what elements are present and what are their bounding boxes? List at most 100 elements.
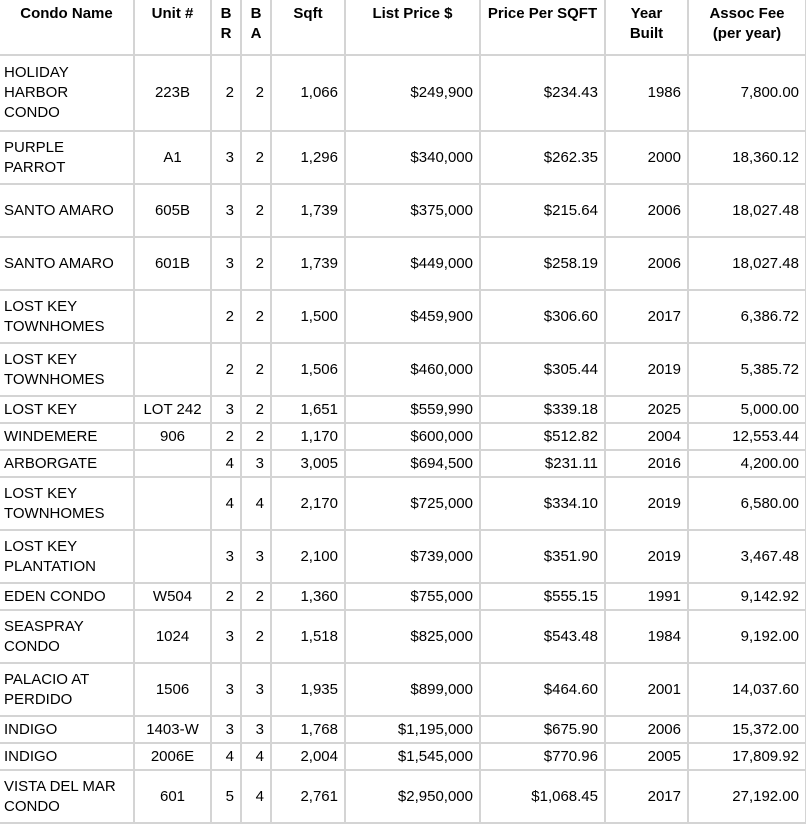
cell-year_built[interactable]: 2019 xyxy=(604,342,689,397)
cell-unit[interactable] xyxy=(133,476,212,531)
cell-br[interactable]: 3 xyxy=(210,609,242,664)
cell-br[interactable]: 3 xyxy=(210,183,242,238)
cell-name[interactable]: INDIGO xyxy=(0,742,135,771)
cell-sqft[interactable]: 1,768 xyxy=(270,715,346,744)
cell-list_price[interactable]: $249,900 xyxy=(344,54,481,132)
cell-sqft[interactable]: 2,100 xyxy=(270,529,346,584)
cell-price_per_sqft[interactable]: $675.90 xyxy=(479,715,606,744)
cell-name[interactable]: LOST KEY xyxy=(0,395,135,424)
column-header-year_built[interactable]: Year Built xyxy=(604,0,689,56)
cell-price_per_sqft[interactable]: $258.19 xyxy=(479,236,606,291)
cell-name[interactable]: HOLIDAY HARBOR CONDO xyxy=(0,54,135,132)
cell-sqft[interactable]: 1,066 xyxy=(270,54,346,132)
cell-year_built[interactable]: 2017 xyxy=(604,289,689,344)
cell-year_built[interactable]: 2017 xyxy=(604,769,689,824)
cell-sqft[interactable]: 1,739 xyxy=(270,183,346,238)
cell-list_price[interactable]: $600,000 xyxy=(344,422,481,451)
cell-ba[interactable]: 2 xyxy=(240,130,272,185)
cell-price_per_sqft[interactable]: $464.60 xyxy=(479,662,606,717)
cell-unit[interactable]: 601B xyxy=(133,236,212,291)
cell-year_built[interactable]: 2000 xyxy=(604,130,689,185)
cell-name[interactable]: EDEN CONDO xyxy=(0,582,135,611)
cell-name[interactable]: LOST KEY TOWNHOMES xyxy=(0,342,135,397)
column-header-ba[interactable]: BA xyxy=(240,0,272,56)
cell-year_built[interactable]: 2004 xyxy=(604,422,689,451)
cell-year_built[interactable]: 2005 xyxy=(604,742,689,771)
cell-price_per_sqft[interactable]: $231.11 xyxy=(479,449,606,478)
cell-assoc_fee[interactable]: 6,386.72 xyxy=(687,289,806,344)
cell-br[interactable]: 2 xyxy=(210,422,242,451)
cell-unit[interactable]: 601 xyxy=(133,769,212,824)
cell-br[interactable]: 3 xyxy=(210,529,242,584)
cell-list_price[interactable]: $559,990 xyxy=(344,395,481,424)
cell-price_per_sqft[interactable]: $1,068.45 xyxy=(479,769,606,824)
cell-ba[interactable]: 4 xyxy=(240,769,272,824)
cell-assoc_fee[interactable]: 9,192.00 xyxy=(687,609,806,664)
cell-ba[interactable]: 2 xyxy=(240,609,272,664)
cell-year_built[interactable]: 2025 xyxy=(604,395,689,424)
cell-unit[interactable] xyxy=(133,289,212,344)
column-header-price_per_sqft[interactable]: Price Per SQFT xyxy=(479,0,606,56)
cell-price_per_sqft[interactable]: $555.15 xyxy=(479,582,606,611)
cell-name[interactable]: PURPLE PARROT xyxy=(0,130,135,185)
cell-br[interactable]: 4 xyxy=(210,476,242,531)
cell-assoc_fee[interactable]: 4,200.00 xyxy=(687,449,806,478)
cell-unit[interactable] xyxy=(133,529,212,584)
cell-assoc_fee[interactable]: 18,027.48 xyxy=(687,236,806,291)
cell-unit[interactable]: 605B xyxy=(133,183,212,238)
cell-name[interactable]: PALACIO AT PERDIDO xyxy=(0,662,135,717)
cell-year_built[interactable]: 2016 xyxy=(604,449,689,478)
cell-price_per_sqft[interactable]: $543.48 xyxy=(479,609,606,664)
cell-br[interactable]: 4 xyxy=(210,449,242,478)
cell-assoc_fee[interactable]: 9,142.92 xyxy=(687,582,806,611)
cell-assoc_fee[interactable]: 27,192.00 xyxy=(687,769,806,824)
cell-list_price[interactable]: $340,000 xyxy=(344,130,481,185)
cell-unit[interactable]: 1024 xyxy=(133,609,212,664)
cell-sqft[interactable]: 1,935 xyxy=(270,662,346,717)
cell-list_price[interactable]: $725,000 xyxy=(344,476,481,531)
cell-sqft[interactable]: 1,739 xyxy=(270,236,346,291)
cell-unit[interactable] xyxy=(133,342,212,397)
cell-list_price[interactable]: $739,000 xyxy=(344,529,481,584)
cell-assoc_fee[interactable]: 12,553.44 xyxy=(687,422,806,451)
cell-price_per_sqft[interactable]: $770.96 xyxy=(479,742,606,771)
cell-year_built[interactable]: 2001 xyxy=(604,662,689,717)
column-header-list_price[interactable]: List Price $ xyxy=(344,0,481,56)
cell-assoc_fee[interactable]: 14,037.60 xyxy=(687,662,806,717)
cell-name[interactable]: SANTO AMARO xyxy=(0,183,135,238)
cell-list_price[interactable]: $449,000 xyxy=(344,236,481,291)
cell-ba[interactable]: 2 xyxy=(240,183,272,238)
cell-assoc_fee[interactable]: 3,467.48 xyxy=(687,529,806,584)
cell-sqft[interactable]: 3,005 xyxy=(270,449,346,478)
cell-br[interactable]: 3 xyxy=(210,395,242,424)
cell-list_price[interactable]: $459,900 xyxy=(344,289,481,344)
cell-price_per_sqft[interactable]: $306.60 xyxy=(479,289,606,344)
cell-unit[interactable]: 906 xyxy=(133,422,212,451)
cell-br[interactable]: 3 xyxy=(210,130,242,185)
cell-ba[interactable]: 4 xyxy=(240,742,272,771)
cell-list_price[interactable]: $1,545,000 xyxy=(344,742,481,771)
cell-price_per_sqft[interactable]: $262.35 xyxy=(479,130,606,185)
cell-name[interactable]: WINDEMERE xyxy=(0,422,135,451)
cell-ba[interactable]: 2 xyxy=(240,342,272,397)
cell-ba[interactable]: 2 xyxy=(240,54,272,132)
cell-assoc_fee[interactable]: 18,360.12 xyxy=(687,130,806,185)
cell-name[interactable]: SANTO AMARO xyxy=(0,236,135,291)
cell-br[interactable]: 2 xyxy=(210,582,242,611)
cell-year_built[interactable]: 2006 xyxy=(604,183,689,238)
cell-assoc_fee[interactable]: 5,385.72 xyxy=(687,342,806,397)
cell-ba[interactable]: 3 xyxy=(240,529,272,584)
cell-unit[interactable]: LOT 242 xyxy=(133,395,212,424)
cell-price_per_sqft[interactable]: $512.82 xyxy=(479,422,606,451)
cell-price_per_sqft[interactable]: $215.64 xyxy=(479,183,606,238)
cell-unit[interactable]: 1506 xyxy=(133,662,212,717)
cell-year_built[interactable]: 1984 xyxy=(604,609,689,664)
cell-price_per_sqft[interactable]: $351.90 xyxy=(479,529,606,584)
cell-ba[interactable]: 2 xyxy=(240,422,272,451)
cell-name[interactable]: VISTA DEL MAR CONDO xyxy=(0,769,135,824)
cell-br[interactable]: 5 xyxy=(210,769,242,824)
cell-list_price[interactable]: $1,195,000 xyxy=(344,715,481,744)
cell-br[interactable]: 3 xyxy=(210,662,242,717)
cell-year_built[interactable]: 2006 xyxy=(604,236,689,291)
cell-sqft[interactable]: 1,500 xyxy=(270,289,346,344)
